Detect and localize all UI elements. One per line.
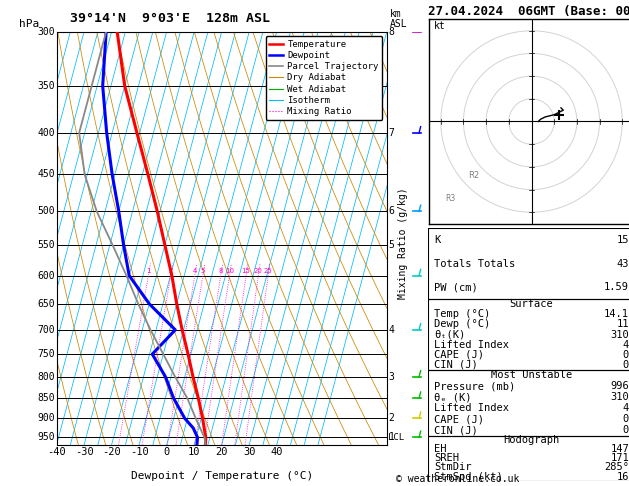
Text: 310: 310 (610, 330, 629, 340)
Text: 1: 1 (389, 433, 394, 442)
Text: Mixing Ratio (g/kg): Mixing Ratio (g/kg) (398, 187, 408, 299)
Text: 147: 147 (610, 444, 629, 454)
Text: CIN (J): CIN (J) (434, 360, 477, 370)
Text: Lifted Index: Lifted Index (434, 340, 509, 349)
Text: 350: 350 (37, 81, 55, 91)
Text: 650: 650 (37, 299, 55, 309)
Text: -30: -30 (75, 447, 94, 457)
Text: 171: 171 (610, 453, 629, 463)
Text: 20: 20 (216, 447, 228, 457)
Text: 300: 300 (37, 27, 55, 36)
Text: R2: R2 (468, 171, 479, 180)
Text: 500: 500 (37, 207, 55, 216)
Text: 285°: 285° (604, 463, 629, 472)
Text: EH: EH (434, 444, 447, 454)
Text: hPa: hPa (19, 19, 39, 29)
Text: km
ASL: km ASL (390, 9, 408, 29)
Text: 400: 400 (37, 128, 55, 138)
Text: 0: 0 (623, 425, 629, 435)
Text: StmDir: StmDir (434, 463, 472, 472)
Text: 4: 4 (192, 267, 197, 274)
Text: 14.1: 14.1 (604, 310, 629, 319)
Text: 40: 40 (270, 447, 283, 457)
Text: 1: 1 (146, 267, 150, 274)
Text: Lifted Index: Lifted Index (434, 403, 509, 413)
Text: Dewp (°C): Dewp (°C) (434, 319, 490, 330)
Text: θₜ(K): θₜ(K) (434, 330, 465, 340)
Text: Pressure (mb): Pressure (mb) (434, 382, 515, 391)
Text: 0: 0 (623, 350, 629, 360)
Text: 7: 7 (389, 128, 394, 138)
Text: 43: 43 (616, 259, 629, 269)
Text: CAPE (J): CAPE (J) (434, 414, 484, 424)
Text: 5: 5 (201, 267, 205, 274)
Text: 16: 16 (616, 471, 629, 482)
Text: CIN (J): CIN (J) (434, 425, 477, 435)
Text: Most Unstable: Most Unstable (491, 370, 572, 381)
Text: 550: 550 (37, 240, 55, 250)
Text: Temp (°C): Temp (°C) (434, 310, 490, 319)
Text: CAPE (J): CAPE (J) (434, 350, 484, 360)
Text: 11: 11 (616, 319, 629, 330)
Text: Dewpoint / Temperature (°C): Dewpoint / Temperature (°C) (131, 471, 313, 481)
Text: SREH: SREH (434, 453, 459, 463)
Text: 950: 950 (37, 433, 55, 442)
Text: kt: kt (434, 20, 446, 31)
Text: 2: 2 (389, 413, 394, 423)
Text: Surface: Surface (509, 299, 554, 309)
Text: 850: 850 (37, 393, 55, 403)
Text: R3: R3 (445, 194, 455, 203)
Text: 310: 310 (610, 392, 629, 402)
Text: 750: 750 (37, 349, 55, 359)
Text: 1.59: 1.59 (604, 282, 629, 293)
Text: StmSpd (kt): StmSpd (kt) (434, 471, 503, 482)
Text: 10: 10 (225, 267, 234, 274)
Text: 4: 4 (623, 403, 629, 413)
Text: 5: 5 (389, 240, 394, 250)
Text: 6: 6 (389, 207, 394, 216)
Text: 8: 8 (389, 27, 394, 36)
Text: 4: 4 (389, 325, 394, 335)
Text: LCL: LCL (389, 433, 404, 442)
Text: -10: -10 (130, 447, 148, 457)
Text: 600: 600 (37, 271, 55, 280)
Text: 996: 996 (610, 382, 629, 391)
Text: 0: 0 (623, 414, 629, 424)
Text: 15: 15 (242, 267, 250, 274)
Text: 15: 15 (616, 235, 629, 245)
Text: 0: 0 (623, 360, 629, 370)
Text: © weatheronline.co.uk: © weatheronline.co.uk (396, 473, 520, 484)
Text: Hodograph: Hodograph (503, 435, 560, 445)
Text: 450: 450 (37, 169, 55, 179)
Text: 900: 900 (37, 413, 55, 423)
Text: 800: 800 (37, 372, 55, 382)
Text: θₑ (K): θₑ (K) (434, 392, 472, 402)
Legend: Temperature, Dewpoint, Parcel Trajectory, Dry Adiabat, Wet Adiabat, Isotherm, Mi: Temperature, Dewpoint, Parcel Trajectory… (265, 36, 382, 120)
Text: 700: 700 (37, 325, 55, 335)
Text: 3: 3 (389, 372, 394, 382)
Text: 4: 4 (623, 340, 629, 349)
Text: 25: 25 (264, 267, 272, 274)
Text: -20: -20 (103, 447, 121, 457)
Text: -40: -40 (47, 447, 66, 457)
Text: 2: 2 (169, 267, 173, 274)
Text: Totals Totals: Totals Totals (434, 259, 515, 269)
Text: PW (cm): PW (cm) (434, 282, 477, 293)
Text: 8: 8 (218, 267, 223, 274)
Text: K: K (434, 235, 440, 245)
Text: 10: 10 (188, 447, 201, 457)
Text: 20: 20 (254, 267, 263, 274)
Text: 39°14'N  9°03'E  128m ASL: 39°14'N 9°03'E 128m ASL (70, 12, 270, 25)
Text: 27.04.2024  06GMT (Base: 00): 27.04.2024 06GMT (Base: 00) (428, 5, 629, 18)
Text: 0: 0 (164, 447, 170, 457)
Text: 30: 30 (243, 447, 255, 457)
